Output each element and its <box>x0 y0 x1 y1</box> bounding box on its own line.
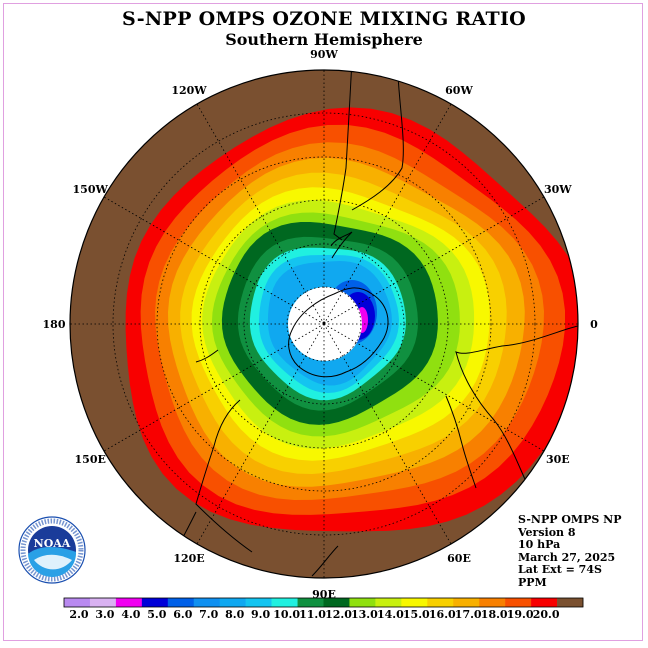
colorbar-tick-label: 7.0 <box>199 608 218 621</box>
colorbar-tick-label: 20.0 <box>533 608 560 621</box>
longitude-label: 30E <box>546 453 570 466</box>
colorbar-tick-label: 8.0 <box>225 608 244 621</box>
colorbar-tick-label: 19.0 <box>507 608 534 621</box>
coastlines <box>169 70 578 577</box>
longitude-label: 150W <box>73 183 109 196</box>
colorbar-tick-label: 14.0 <box>377 608 404 621</box>
colorbar-swatch <box>349 598 376 607</box>
map-border <box>69 69 579 579</box>
colorbar-tick-label: 10.0 <box>273 608 300 621</box>
colorbar-tick-label: 6.0 <box>173 608 192 621</box>
longitude-label: 60E <box>447 552 471 565</box>
info-panel: S-NPP OMPS NP Version 8 10 hPa March 27,… <box>518 513 622 589</box>
coastline <box>455 325 578 491</box>
colorbar-swatch <box>167 598 195 607</box>
colorbar-tick-label: 11.0 <box>299 608 326 621</box>
latitude-circle <box>156 156 492 492</box>
colorbar-tick-label: 18.0 <box>481 608 508 621</box>
coastline <box>288 287 389 378</box>
colorbar: 2.0 3.0 4.0 5.0 6.0 7.0 8.0 9.0 10.0 11.0 12.0 13.0… <box>63 597 584 621</box>
noaa-logo: NOAA <box>18 516 86 584</box>
info-date: March 27, 2025 <box>518 550 616 564</box>
colorbar-swatch <box>64 598 91 607</box>
noaa-logo-text: NOAA <box>34 537 71 550</box>
colorbar-tick-label: 17.0 <box>455 608 482 621</box>
map-title: S-NPP OMPS OZONE MIXING RATIO <box>121 8 527 30</box>
info-instrument: S-NPP OMPS NP <box>518 513 622 526</box>
colorbar-swatch <box>245 598 272 607</box>
coastline <box>333 70 353 241</box>
colorbar-swatch <box>427 598 454 607</box>
colorbar-tick-label: 13.0 <box>351 608 378 621</box>
longitude-label: 120E <box>173 552 204 565</box>
info-lat-ext: Lat Ext = 74S <box>518 563 602 576</box>
colorbar-swatch <box>531 598 558 607</box>
colorbar-tick-label: 3.0 <box>95 608 114 621</box>
graticule <box>70 70 578 578</box>
colorbar-tick-label: 4.0 <box>121 608 140 621</box>
colorbar-tick-label: 15.0 <box>403 608 430 621</box>
longitude-label: 30W <box>544 183 572 196</box>
coastline <box>195 399 253 553</box>
colorbar-swatch <box>401 598 428 607</box>
colorbar-swatch <box>141 598 169 607</box>
colorbar-swatch <box>89 598 117 607</box>
coastline <box>311 545 339 577</box>
figure-frame <box>3 3 643 641</box>
coastline <box>351 75 404 211</box>
longitude-label: 180 <box>43 318 66 331</box>
colorbar-swatch <box>297 598 324 607</box>
longitude-label: 60W <box>445 84 473 97</box>
longitude-label: 90W <box>310 48 338 61</box>
longitude-label: 0 <box>590 318 598 331</box>
info-version: Version 8 <box>518 525 576 539</box>
map-subtitle: Southern Hemisphere <box>225 30 423 49</box>
colorbar-outline <box>63 597 584 608</box>
colorbar-swatch <box>271 598 298 607</box>
longitude-label: 150E <box>75 453 106 466</box>
colorbar-swatch <box>323 598 350 607</box>
colorbar-swatch <box>479 598 506 607</box>
info-units: PPM <box>518 575 547 589</box>
longitude-label: 120W <box>171 84 207 97</box>
colorbar-tick-label: 9.0 <box>251 608 270 621</box>
pole-marker <box>322 321 326 325</box>
colorbar-swatch <box>115 598 143 607</box>
coastline <box>445 395 477 489</box>
coastline <box>330 231 353 259</box>
colorbar-swatch <box>375 598 402 607</box>
colorbar-swatch <box>505 598 532 607</box>
colorbar-swatch <box>453 598 480 607</box>
colorbar-swatch <box>193 598 220 607</box>
colorbar-tick-label: 16.0 <box>429 608 456 621</box>
coastline <box>195 349 219 363</box>
info-level: 10 hPa <box>518 538 561 551</box>
colorbar-tick-label: 12.0 <box>325 608 352 621</box>
colorbar-swatch <box>557 598 584 607</box>
colorbar-tick-label: 5.0 <box>147 608 166 621</box>
colorbar-swatch <box>219 598 246 607</box>
latitude-circle <box>112 112 536 536</box>
colorbar-tick-label: 2.0 <box>69 608 88 621</box>
